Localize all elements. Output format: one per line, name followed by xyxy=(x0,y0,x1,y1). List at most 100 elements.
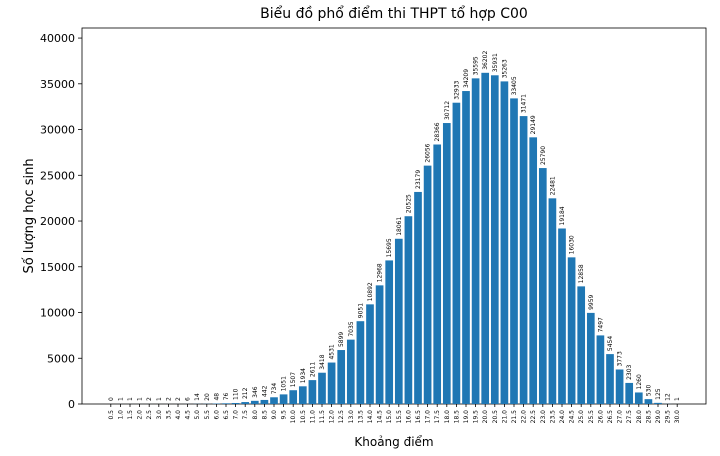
value-label: 5454 xyxy=(607,336,614,351)
x-tick-label: 11.0 xyxy=(309,410,316,424)
value-label: 1 xyxy=(117,397,124,401)
bar xyxy=(596,335,605,404)
x-tick-label: 19.5 xyxy=(473,410,480,424)
bar xyxy=(558,228,566,404)
x-tick-label: 0.5 xyxy=(108,410,115,420)
x-tick-label: 30.0 xyxy=(674,410,681,424)
x-tick-label: 9.0 xyxy=(271,410,278,420)
value-label: 35595 xyxy=(473,56,480,75)
value-label: 3418 xyxy=(319,354,326,369)
bar xyxy=(433,144,442,404)
x-tick-label: 29.0 xyxy=(655,410,662,424)
x-tick-label: 16.0 xyxy=(405,410,412,424)
bar xyxy=(423,165,432,404)
value-label: 5899 xyxy=(338,332,345,347)
x-tick-label: 12.0 xyxy=(329,410,336,424)
bar xyxy=(414,191,422,404)
x-tick-label: 13.0 xyxy=(348,410,355,424)
x-tick-label: 28.5 xyxy=(645,410,652,424)
value-label: 442 xyxy=(261,385,268,397)
bar xyxy=(222,403,230,404)
bar xyxy=(634,392,643,404)
bar xyxy=(452,102,461,404)
value-label: 19184 xyxy=(559,206,566,225)
x-tick-label: 19.0 xyxy=(463,410,470,424)
bar xyxy=(538,168,547,404)
value-label: 33405 xyxy=(511,76,518,95)
y-tick-label: 30000 xyxy=(40,124,75,137)
value-label: 4531 xyxy=(329,344,336,359)
value-label: 16030 xyxy=(569,235,576,254)
y-axis-label: Số lượng học sinh xyxy=(22,158,37,273)
x-axis-label: Khoảng điểm xyxy=(354,435,433,449)
x-tick-label: 12.5 xyxy=(338,410,345,424)
value-label: 1 xyxy=(674,397,681,401)
x-tick-label: 24.5 xyxy=(569,410,576,424)
bar xyxy=(606,354,614,404)
x-tick-label: 14.0 xyxy=(367,410,374,424)
value-label: 32933 xyxy=(453,80,460,99)
x-tick-label: 21.5 xyxy=(511,410,518,424)
y-tick-label: 0 xyxy=(68,398,75,411)
bar xyxy=(250,400,259,404)
value-label: 1 xyxy=(127,397,134,401)
bar xyxy=(586,312,595,404)
value-label: 212 xyxy=(242,387,249,399)
x-tick-label: 15.5 xyxy=(396,410,403,424)
bar xyxy=(529,137,538,404)
x-tick-label: 24.0 xyxy=(559,410,566,424)
x-tick-label: 18.5 xyxy=(453,410,460,424)
value-label: 25790 xyxy=(540,146,547,165)
x-tick-label: 7.0 xyxy=(233,410,240,420)
bar xyxy=(615,369,624,404)
value-label: 1260 xyxy=(636,374,643,389)
x-tick-label: 5.0 xyxy=(194,410,201,420)
bar xyxy=(366,304,374,404)
value-label: 18061 xyxy=(396,217,403,236)
x-tick-label: 4.0 xyxy=(175,410,182,420)
value-label: 3773 xyxy=(617,351,624,366)
bar xyxy=(270,397,278,404)
value-label: 530 xyxy=(645,385,652,397)
value-label: 2303 xyxy=(626,364,633,379)
value-label: 734 xyxy=(271,383,278,395)
x-tick-label: 1.5 xyxy=(127,410,134,420)
value-label: 1934 xyxy=(300,368,307,383)
x-tick-label: 16.5 xyxy=(415,410,422,424)
bar xyxy=(260,399,269,404)
bar xyxy=(346,339,355,404)
x-tick-label: 26.5 xyxy=(607,410,614,424)
plot-frame xyxy=(81,27,707,405)
x-tick-label: 6.0 xyxy=(213,410,220,420)
bar xyxy=(279,394,288,404)
bar xyxy=(519,116,528,404)
x-tick-label: 14.5 xyxy=(377,410,384,424)
value-label: 20525 xyxy=(405,194,412,213)
x-tick-label: 22.0 xyxy=(521,410,528,424)
x-tick-label: 7.5 xyxy=(242,410,249,420)
y-tick-label: 20000 xyxy=(40,215,75,228)
x-tick-label: 10.5 xyxy=(300,410,307,424)
bar xyxy=(327,362,336,404)
x-tick-label: 26.0 xyxy=(597,410,604,424)
value-label: 0 xyxy=(108,397,115,401)
bar xyxy=(385,260,394,404)
chart-title: Biểu đồ phổ điểm thi THPT tổ hợp C00 xyxy=(260,5,528,22)
bar xyxy=(510,98,518,404)
x-tick-label: 17.5 xyxy=(434,410,441,424)
value-label: 110 xyxy=(233,388,240,400)
y-tick-label: 15000 xyxy=(40,261,75,274)
bar xyxy=(625,382,634,404)
value-label: 1 xyxy=(137,397,144,401)
value-label: 22481 xyxy=(549,176,556,195)
x-tick-label: 20.5 xyxy=(492,410,499,424)
value-label: 23179 xyxy=(415,170,422,189)
value-label: 35263 xyxy=(501,59,508,78)
x-tick-label: 29.5 xyxy=(665,410,672,424)
x-tick-label: 3.5 xyxy=(165,410,172,420)
value-label: 12858 xyxy=(578,264,585,283)
value-label: 76 xyxy=(223,392,230,400)
value-label: 12 xyxy=(665,393,672,401)
x-tick-label: 23.5 xyxy=(549,410,556,424)
value-label: 1 xyxy=(156,397,163,401)
